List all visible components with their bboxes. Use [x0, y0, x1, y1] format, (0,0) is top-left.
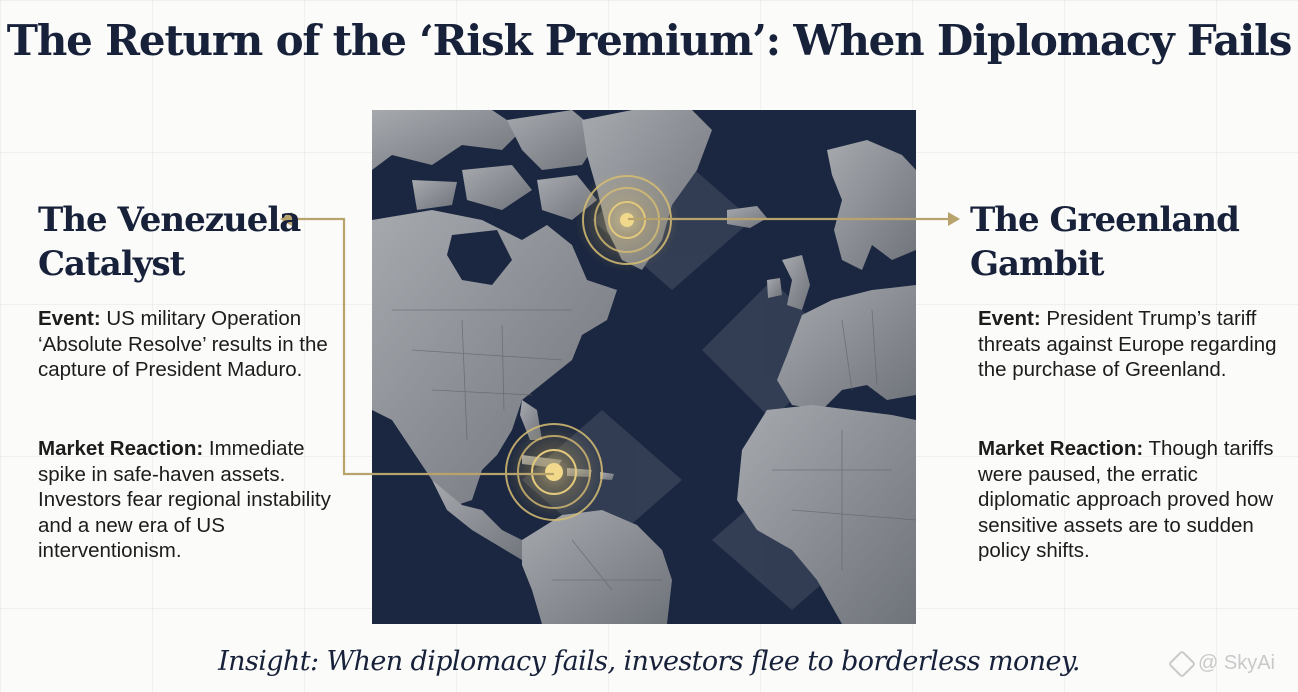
iceland — [727, 206, 767, 228]
venezuela-market-text: Immediate spike in safe-haven assets. In… — [38, 437, 331, 562]
greenland-arrowhead-icon — [948, 212, 960, 226]
europe — [777, 285, 916, 410]
venezuela-marker — [504, 422, 604, 522]
venezuela-market-reaction: Market Reaction: Immediate spike in safe… — [38, 436, 338, 564]
central-america — [432, 480, 532, 560]
venezuela-market-label: Market Reaction: — [38, 437, 204, 460]
diamond-logo-icon — [1167, 649, 1197, 678]
watermark: @ SkyAi — [1167, 649, 1275, 678]
venezuela-event-label: Event: — [38, 307, 101, 330]
greenland-heading-line1: The Greenland — [970, 200, 1240, 240]
greenland-event: Event: President Trump’s tariff threats … — [978, 306, 1278, 383]
greenland-heading: The Greenland Gambit — [970, 198, 1270, 286]
insight-caption: Insight: When diplomacy fails, investors… — [218, 646, 1080, 677]
venezuela-heading-line1: The Venezuela — [38, 200, 301, 240]
africa — [737, 405, 916, 624]
watermark-text: @ SkyAi — [1198, 652, 1275, 674]
south-america — [522, 510, 672, 624]
page-title: The Return of the ‘Risk Premium’: When D… — [6, 16, 1293, 65]
british-isles — [767, 255, 810, 310]
greenland-market-text: Though tariffs were paused, the erratic … — [978, 437, 1274, 562]
venezuela-heading: The Venezuela Catalyst — [38, 198, 338, 286]
greenland-event-text: President Trump’s tariff threats against… — [978, 307, 1277, 381]
atlantic-map-svg — [372, 110, 916, 624]
arctic-islands — [372, 110, 602, 220]
greenland-marker — [575, 168, 679, 272]
greenland-market-label: Market Reaction: — [978, 437, 1144, 460]
venezuela-event: Event: US military Operation ‘Absolute R… — [38, 306, 338, 383]
venezuela-heading-line2: Catalyst — [38, 244, 185, 284]
venezuela-event-text: US military Operation ‘Absolute Resolve’… — [38, 307, 328, 381]
greenland-heading-line2: Gambit — [970, 244, 1104, 284]
greenland-market-reaction: Market Reaction: Though tariffs were pau… — [978, 436, 1278, 564]
world-map — [372, 110, 916, 624]
scandinavia — [827, 140, 916, 270]
greenland-event-label: Event: — [978, 307, 1041, 330]
